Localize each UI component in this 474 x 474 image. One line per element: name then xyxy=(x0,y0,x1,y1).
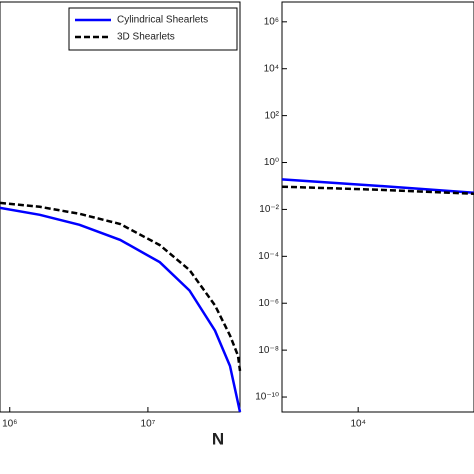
legend-label: 3D Shearlets xyxy=(117,32,175,43)
y-tick-label: 10⁻² xyxy=(259,204,279,215)
y-tick-label: 10⁰ xyxy=(264,157,279,168)
y-tick-label: 10⁻⁶ xyxy=(258,298,279,309)
y-tick-label: 10² xyxy=(265,110,280,121)
x-tick-label: 10⁷ xyxy=(141,419,156,430)
series-line xyxy=(0,206,242,413)
series-line xyxy=(0,201,242,372)
y-tick-label: 10⁻⁴ xyxy=(258,251,279,262)
series-line xyxy=(281,185,474,195)
x-tick-label: 10⁶ xyxy=(2,419,17,430)
legend-label: Cylindrical Shearlets xyxy=(117,15,208,26)
legend-box xyxy=(68,7,238,51)
plot-frame xyxy=(281,1,474,413)
y-tick-label: 10⁻⁸ xyxy=(258,345,279,356)
y-tick-label: 10⁶ xyxy=(264,16,279,27)
series-line xyxy=(281,178,474,195)
y-tick-label: 10⁻¹⁰ xyxy=(255,392,279,403)
x-tick-label: 10⁴ xyxy=(350,419,365,430)
x-axis-label: N xyxy=(212,429,224,448)
plot-frame xyxy=(0,1,241,413)
y-tick-label: 10⁴ xyxy=(264,63,279,74)
